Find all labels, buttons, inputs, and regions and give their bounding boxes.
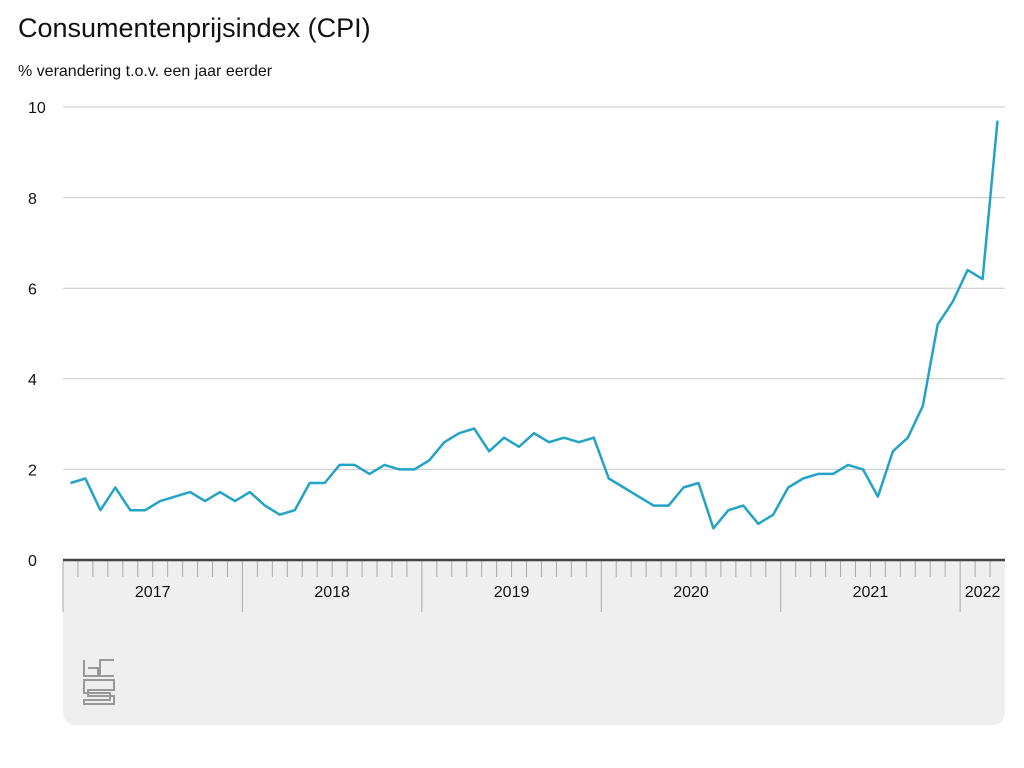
x-tick-label: 2019	[494, 584, 530, 601]
cbs-logo	[83, 659, 115, 705]
line-series	[70, 120, 999, 530]
axis-panel	[63, 560, 1005, 725]
y-tick-label: 0	[28, 553, 37, 570]
x-tick-label: 2022	[965, 584, 1001, 601]
x-tick-label: 2017	[135, 584, 171, 601]
chart-subtitle: % verandering t.o.v. een jaar eerder	[18, 63, 273, 80]
chart-title: Consumentenprijsindex (CPI)	[18, 13, 371, 43]
x-tick-label: 2020	[673, 584, 709, 601]
y-tick-label: 4	[28, 372, 37, 389]
x-tick-label: 2021	[853, 584, 889, 601]
y-tick-label: 6	[28, 281, 37, 298]
y-tick-label: 2	[28, 463, 37, 480]
y-tick-label: 8	[28, 191, 37, 208]
x-tick-label: 2018	[314, 584, 350, 601]
y-tick-label: 10	[28, 100, 46, 117]
